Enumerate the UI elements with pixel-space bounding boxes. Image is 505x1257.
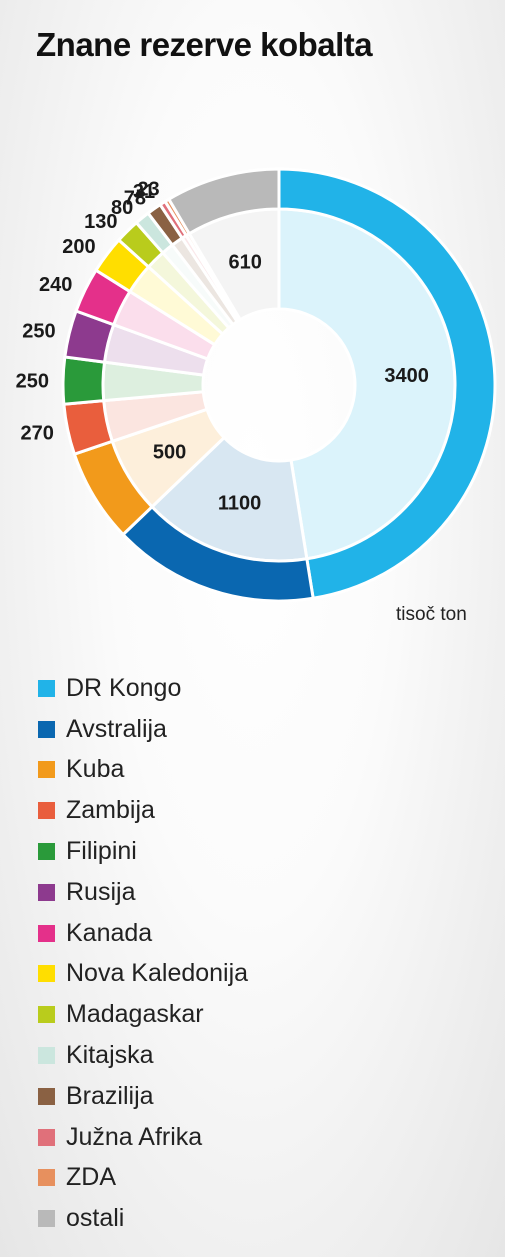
- legend-label: Kitajska: [66, 1041, 154, 1070]
- data-label-dr-kongo: 3400: [384, 365, 429, 387]
- legend-swatch: [38, 965, 55, 983]
- legend-swatch: [38, 1006, 55, 1024]
- legend-item-zda: ZDA: [38, 1158, 248, 1199]
- legend-label: Avstralija: [66, 714, 167, 743]
- legend: DR Kongo Avstralija Kuba Zambija Filipini Rus…: [38, 668, 248, 1239]
- legend-label: Nova Kaledonija: [66, 959, 249, 988]
- data-label-zambija: 270: [21, 422, 54, 444]
- legend-label: ZDA: [66, 1163, 116, 1192]
- legend-label: Južna Afrika: [66, 1122, 203, 1151]
- data-label-avstralija: 1100: [218, 493, 261, 515]
- legend-swatch: [38, 720, 55, 738]
- legend-item-filipini: Filipini: [38, 831, 248, 872]
- legend-label: Filipini: [66, 837, 137, 866]
- data-label-ostali: 610: [229, 252, 262, 274]
- legend-item-dr-kongo: DR Kongo: [38, 668, 248, 709]
- data-label-juzna-afrika: 31: [133, 181, 155, 203]
- legend-label: Brazilija: [66, 1081, 154, 1110]
- legend-swatch: [38, 761, 55, 779]
- legend-swatch: [38, 924, 55, 942]
- legend-label: DR Kongo: [66, 673, 182, 702]
- legend-item-kuba: Kuba: [38, 750, 248, 791]
- slices: [61, 167, 497, 603]
- data-label-kanada: 240: [39, 274, 72, 296]
- unit-label: tisoč ton: [396, 604, 467, 625]
- legend-item-avstralija: Avstralija: [38, 709, 248, 750]
- data-label-madagaskar: 130: [84, 211, 117, 233]
- legend-label: Madagaskar: [66, 1000, 204, 1029]
- legend-label: ostali: [66, 1204, 125, 1233]
- legend-swatch: [38, 1047, 55, 1065]
- legend-swatch: [38, 679, 55, 697]
- legend-item-nova-kaledonija: Nova Kaledonija: [38, 954, 248, 995]
- legend-swatch: [38, 1169, 55, 1187]
- legend-label: Kuba: [66, 755, 125, 784]
- legend-item-ostali: ostali: [38, 1198, 248, 1239]
- legend-swatch: [38, 843, 55, 861]
- legend-label: Zambija: [66, 796, 155, 825]
- legend-item-rusija: Rusija: [38, 872, 248, 913]
- data-label-kitajska: 80: [111, 197, 133, 219]
- slice-dr-kongo: [277, 167, 497, 601]
- legend-item-brazilija: Brazilija: [38, 1076, 248, 1117]
- legend-swatch: [38, 1087, 55, 1105]
- legend-swatch: [38, 802, 55, 820]
- legend-item-kitajska: Kitajska: [38, 1035, 248, 1076]
- data-label-kuba: 500: [153, 441, 186, 463]
- data-label-rusija: 250: [22, 320, 55, 342]
- legend-item-madagaskar: Madagaskar: [38, 994, 248, 1035]
- slice-filipini: [61, 355, 107, 406]
- data-label-zda: 23: [137, 178, 159, 200]
- legend-item-zambija: Zambija: [38, 790, 248, 831]
- chart-title: Znane rezerve kobalta: [36, 26, 373, 63]
- data-label-brazilija: 78: [124, 187, 146, 209]
- legend-item-kanada: Kanada: [38, 913, 248, 954]
- legend-swatch: [38, 883, 55, 901]
- legend-swatch: [38, 1210, 55, 1228]
- legend-label: Rusija: [66, 877, 136, 906]
- data-label-filipini: 250: [16, 370, 49, 392]
- legend-item-juzna-afrika: Južna Afrika: [38, 1117, 248, 1158]
- legend-label: Kanada: [66, 918, 153, 947]
- slice-ostali: [166, 167, 281, 236]
- data-label-nova-kaledonija: 200: [62, 236, 95, 258]
- legend-swatch: [38, 1128, 55, 1146]
